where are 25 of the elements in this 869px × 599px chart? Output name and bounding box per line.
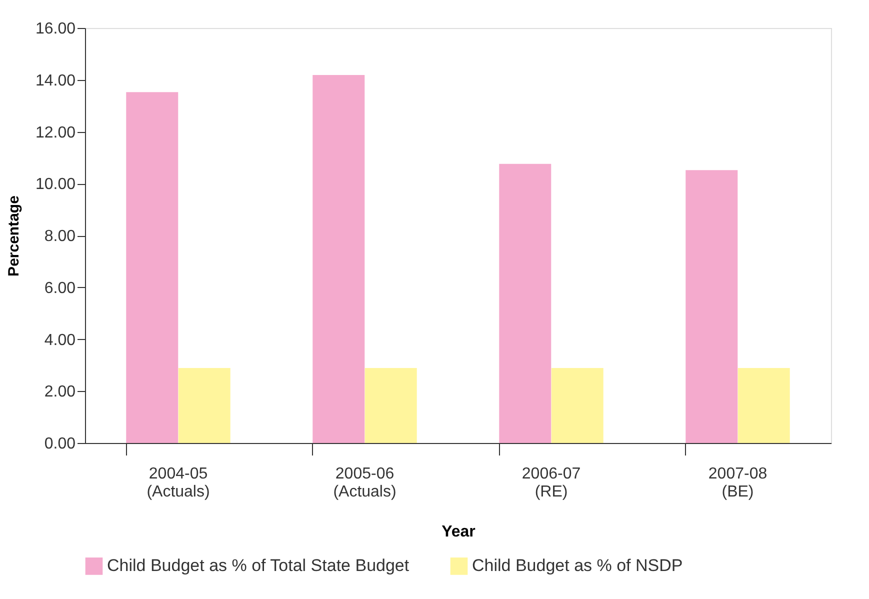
bar [364, 368, 417, 443]
y-tick-label: 8.00 [44, 228, 76, 245]
bar [312, 74, 365, 443]
bar [126, 92, 178, 443]
x-tick-label: 2007-08 (BE) [708, 466, 768, 500]
y-tick-label: 6.00 [44, 280, 76, 297]
legend-label: Child Budget as % of Total State Budget [107, 556, 410, 576]
x-axis-title: Year [442, 524, 476, 540]
bar [178, 368, 230, 443]
x-tick-label: 2005-06 (Actuals) [333, 466, 396, 500]
y-tick-label: 10.00 [35, 176, 76, 194]
y-tick-label: 2.00 [44, 384, 76, 401]
bar [686, 170, 738, 443]
y-axis-title: Percentage [5, 196, 22, 276]
y-tick-label: 14.00 [35, 72, 76, 90]
y-tick-label: 4.00 [44, 332, 76, 349]
y-tick-label: 16.00 [35, 20, 76, 38]
x-tick-label: 2006-07 (RE) [522, 466, 581, 500]
x-tick-label: 2004-05 (Actuals) [146, 466, 210, 500]
y-tick-label: 0.00 [44, 436, 76, 452]
bar [499, 164, 552, 443]
legend-label: Child Budget as % of NSDP [472, 556, 683, 576]
bar [738, 368, 790, 443]
bar [551, 368, 604, 443]
y-tick-label: 12.00 [35, 124, 76, 142]
